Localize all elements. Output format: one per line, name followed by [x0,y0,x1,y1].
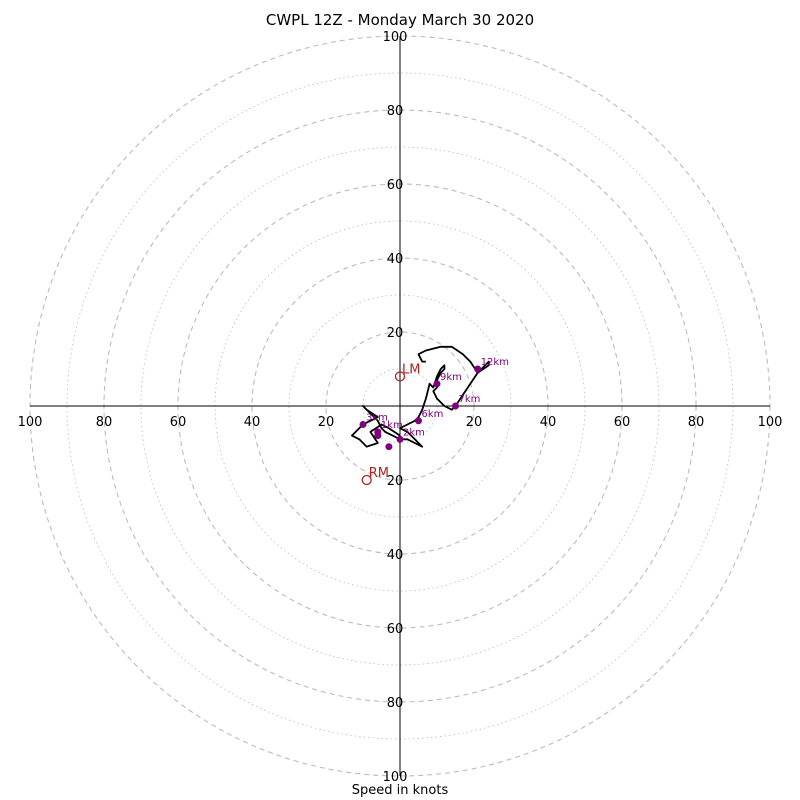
level-point [474,365,482,373]
x-tick-label: 100 [758,415,783,430]
x-tick-label: 60 [170,415,187,430]
level-label: 3km [366,413,388,424]
y-tick-label: 40 [387,252,404,267]
level-label: 7km [459,394,481,405]
hodograph-trace [351,345,490,448]
level-point [385,443,393,451]
level-point [415,417,422,425]
y-tick-label: 20 [387,326,404,341]
x-tick-label: 100 [18,415,43,430]
y-tick-label: 40 [387,548,404,563]
storm-motion-marker [361,474,372,486]
level-label: 9km [440,372,462,383]
y-tick-label: 100 [383,770,408,785]
x-tick-label: 20 [466,415,483,430]
x-axis-label: Speed in knots [351,783,449,798]
storm-motion-label: RM [369,466,389,481]
x-tick-label: 60 [614,415,631,430]
level-label: 2km [403,427,425,438]
y-tick-label: 20 [387,474,404,489]
level-label: 1km [381,420,403,431]
y-tick-label: 80 [387,104,404,119]
y-tick-label: 100 [383,30,408,45]
level-label: 6km [422,409,444,420]
level-point [396,435,404,443]
level-label: 12km [481,357,509,368]
storm-motion-marker [394,371,406,382]
x-tick-label: 80 [688,415,705,430]
chart-title: CWPL 12Z - Monday March 30 2020 [265,11,535,29]
level-point [359,421,367,428]
storm-motion-label: LM [402,362,420,377]
level-point [433,380,441,388]
x-tick-label: 20 [318,415,335,430]
level-point [452,402,459,410]
y-tick-label: 60 [387,178,404,193]
x-tick-label: 80 [96,415,113,430]
x-tick-label: 40 [540,415,557,430]
y-tick-label: 60 [387,622,404,637]
x-tick-label: 40 [244,415,261,430]
level-point [374,432,382,440]
y-tick-label: 80 [387,696,404,711]
